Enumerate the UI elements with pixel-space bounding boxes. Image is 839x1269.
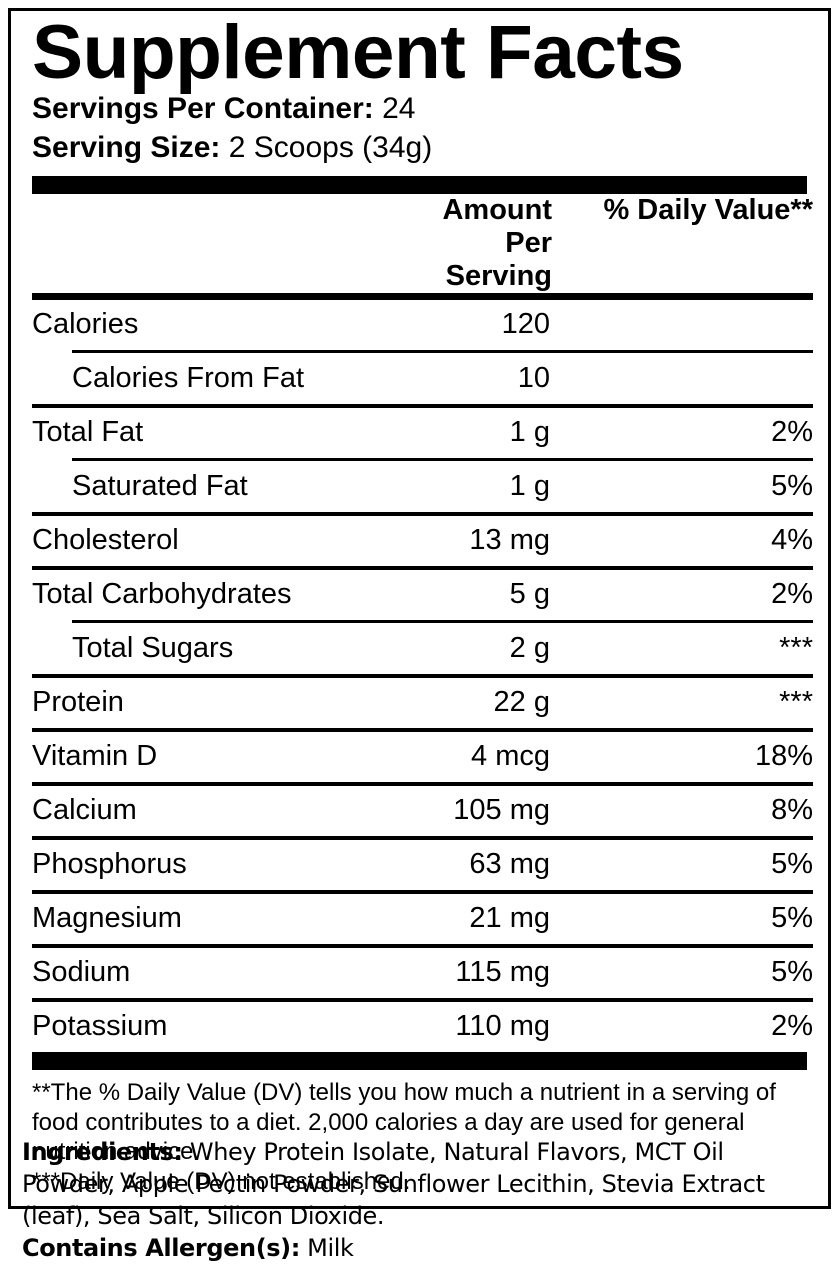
table-row: Potassium 110 mg 2%: [32, 1002, 813, 1052]
row-rule: [32, 890, 813, 895]
nutrient-daily-value: ***: [779, 686, 813, 719]
servings-per-container-line: Servings Per Container: 24: [32, 90, 807, 128]
nutrient-name: Saturated Fat: [72, 470, 248, 503]
nutrient-amount: 110 mg: [455, 1010, 550, 1043]
top-black-bar: [32, 176, 807, 195]
bottom-black-bar: [32, 1052, 807, 1071]
nutrient-amount: 13 mg: [469, 524, 550, 557]
header-daily-value: % Daily Value**: [603, 194, 813, 227]
nutrient-daily-value: 5%: [771, 956, 813, 989]
nutrient-name: Calories: [32, 308, 139, 341]
nutrient-daily-value: [552, 300, 813, 350]
table-row: Sodium 115 mg 5%: [32, 948, 813, 998]
row-rule: [32, 404, 813, 409]
nutrient-name: Calories From Fat: [72, 362, 305, 395]
ingredients-text: Whey Protein Isolate, Natural Flavors, M…: [22, 1138, 765, 1230]
not-established-note: ***Daily Value (DV) not established.: [32, 1167, 411, 1195]
allergen-line: Contains Allergen(s): Milk: [22, 1233, 822, 1265]
row-rule: [32, 512, 813, 517]
header-rule: [32, 293, 813, 301]
table-row: Total Fat 1 g 2%: [32, 408, 813, 458]
nutrient-amount: 5 g: [509, 578, 550, 611]
header-spacer: [32, 194, 404, 293]
nutrient-daily-value: 8%: [771, 794, 813, 827]
servings-per-container-value: 24: [382, 92, 416, 126]
nutrient-name: Vitamin D: [32, 740, 158, 773]
nutrient-amount: 4 mcg: [471, 740, 550, 773]
supplement-facts-panel: Supplement Facts Servings Per Container:…: [8, 8, 831, 1210]
page-title: Supplement Facts: [32, 10, 684, 95]
allergen-label: Contains Allergen(s):: [22, 1233, 300, 1262]
row-rule: [32, 782, 813, 787]
row-rule: [32, 728, 813, 733]
nutrient-name: Potassium: [32, 1010, 168, 1043]
nutrient-amount: 21 mg: [469, 902, 550, 935]
nutrient-amount: 63 mg: [469, 848, 550, 881]
row-rule: [32, 566, 813, 571]
daily-value-note: **The % Daily Value (DV) tells you how m…: [32, 1079, 776, 1166]
nutrient-name: Phosphorus: [32, 848, 187, 881]
nutrient-daily-value: 4%: [771, 524, 813, 557]
nutrient-daily-value: 2%: [771, 578, 813, 611]
nutrient-daily-value: 2%: [771, 416, 813, 449]
table-row: Total Carbohydrates 5 g 2%: [32, 570, 813, 620]
ingredients-section: Ingredients: Whey Protein Isolate, Natur…: [22, 1137, 822, 1265]
row-rule: [32, 944, 813, 949]
nutrient-amount: 1 g: [509, 416, 550, 449]
nutrient-name: Total Carbohydrates: [32, 578, 292, 611]
nutrient-name: Sodium: [32, 956, 131, 989]
nutrient-amount: 10: [517, 362, 550, 395]
table-row: Calcium 105 mg 8%: [32, 786, 813, 836]
nutrient-daily-value: 5%: [771, 470, 813, 503]
row-rule: [32, 836, 813, 841]
ingredients-label: Ingredients:: [22, 1138, 183, 1166]
serving-size-label: Serving Size:: [32, 130, 221, 164]
footnotes: **The % Daily Value (DV) tells you how m…: [32, 1070, 807, 1206]
row-rule: [32, 458, 813, 462]
servings-per-container-label: Servings Per Container:: [32, 92, 374, 126]
nutrient-name: Total Sugars: [72, 632, 234, 665]
serving-size-line: Serving Size: 2 Scoops (34g): [32, 129, 807, 167]
nutrient-daily-value: 2%: [771, 1010, 813, 1043]
table-row: Total Sugars 2 g ***: [32, 624, 813, 674]
table-row: Calories 120: [32, 300, 813, 350]
table-row: Cholesterol 13 mg 4%: [32, 516, 813, 566]
allergen-text: Milk: [307, 1233, 354, 1262]
nutrient-amount: 1 g: [509, 470, 550, 503]
table-row: Vitamin D 4 mcg 18%: [32, 732, 813, 782]
table-row: Magnesium 21 mg 5%: [32, 894, 813, 944]
table-header-row: Amount Per Serving % Daily Value**: [32, 194, 813, 293]
row-rule: [32, 674, 813, 679]
nutrient-amount: 120: [501, 308, 550, 341]
nutrition-table: Amount Per Serving % Daily Value** Calor…: [32, 194, 813, 1052]
header-amount-per-serving: Amount Per Serving: [442, 194, 552, 293]
nutrient-daily-value: [552, 354, 813, 404]
nutrient-amount: 115 mg: [455, 956, 550, 989]
table-row: Saturated Fat 1 g 5%: [32, 462, 813, 512]
row-rule: [32, 620, 813, 624]
row-rule: [32, 998, 813, 1003]
nutrient-name: Calcium: [32, 794, 137, 827]
nutrient-name: Cholesterol: [32, 524, 179, 557]
nutrient-name: Total Fat: [32, 416, 144, 449]
nutrient-daily-value: 5%: [771, 902, 813, 935]
table-row: Protein 22 g ***: [32, 678, 813, 728]
nutrient-daily-value: 18%: [754, 740, 813, 773]
nutrient-daily-value: ***: [779, 632, 813, 665]
nutrient-name: Magnesium: [32, 902, 182, 935]
nutrient-amount: 105 mg: [453, 794, 550, 827]
nutrient-daily-value: 5%: [771, 848, 813, 881]
nutrient-amount: 2 g: [509, 632, 550, 665]
ingredients-line: Ingredients: Whey Protein Isolate, Natur…: [22, 1137, 822, 1233]
table-row: Phosphorus 63 mg 5%: [32, 840, 813, 890]
serving-size-value: 2 Scoops (34g): [228, 130, 433, 164]
nutrient-name: Protein: [32, 686, 124, 719]
nutrient-amount: 22 g: [493, 686, 550, 719]
row-rule: [32, 350, 813, 354]
table-row: Calories From Fat 10: [32, 354, 813, 404]
